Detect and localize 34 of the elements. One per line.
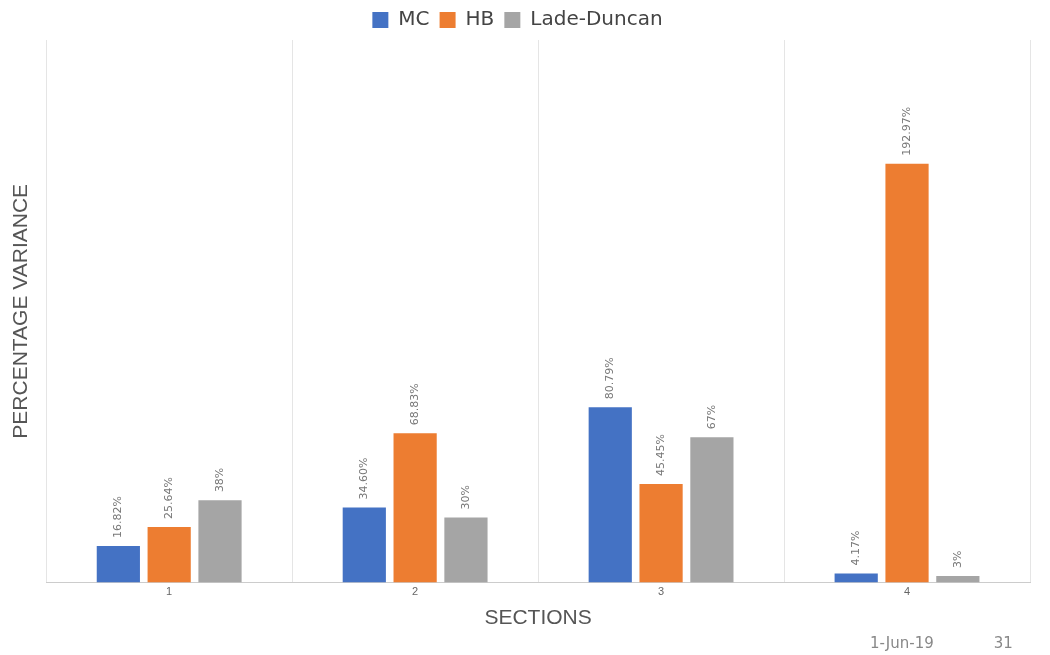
bar [936,576,980,583]
bar [885,163,929,583]
data-label: 67% [704,404,718,430]
data-label: 16.82% [111,496,125,539]
data-label: 3% [950,550,964,569]
data-label: 25.64% [162,477,176,519]
data-label: 192.97% [899,106,913,156]
data-label: 4.17% [849,530,863,566]
text: 1-Jun-19 [870,634,934,652]
data-label: 38% [212,467,226,493]
legend-label: HB [465,6,495,31]
x-axis-title: SECTIONS [484,605,592,629]
bar [588,407,632,583]
bar [393,433,437,583]
x-tick-label: 2 [412,585,419,598]
data-label: 30% [458,485,472,510]
bar [96,546,140,583]
x-tick-label: 4 [903,585,911,598]
data-label: 45.45% [653,434,667,476]
y-axis-title: PERCENTAGE VARIANCE [8,183,32,439]
data-label: 80.79% [603,357,617,400]
bar [198,500,242,583]
bar [444,517,488,583]
x-tick-label: 3 [658,585,665,598]
bar [147,526,191,583]
bar [342,507,386,583]
data-label: 68.83% [407,383,421,426]
legend-label: Lade-Duncan [530,6,663,31]
x-tick-label: 1 [166,585,173,598]
bar [639,483,683,583]
text: 31 [993,634,1013,652]
data-label: 34.60% [357,457,371,500]
bar [690,437,734,583]
legend-label: MC [398,6,430,31]
